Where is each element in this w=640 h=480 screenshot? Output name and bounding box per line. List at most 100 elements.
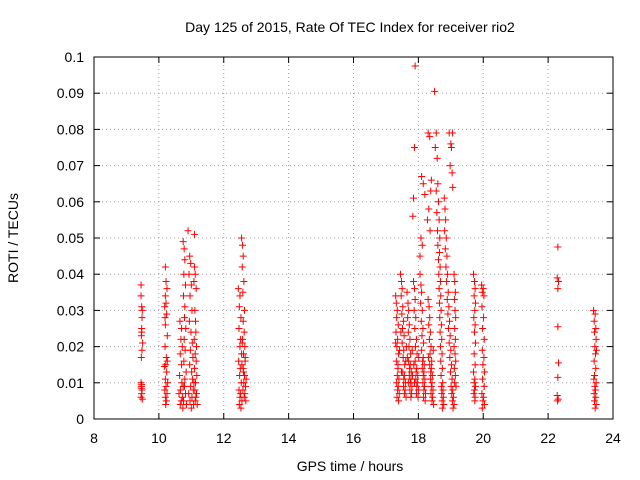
- data-point: [451, 350, 459, 358]
- data-point: [434, 198, 442, 206]
- data-point: [426, 328, 434, 336]
- data-point: [419, 372, 427, 380]
- data-point: [427, 382, 435, 390]
- data-point: [397, 270, 405, 278]
- data-point: [434, 227, 442, 235]
- data-point: [411, 62, 419, 70]
- data-point: [427, 390, 435, 398]
- data-point: [182, 325, 190, 332]
- x-axis-title: GPS time / hours: [297, 458, 404, 474]
- data-point: [417, 317, 425, 325]
- data-point: [448, 129, 456, 137]
- data-point: [418, 241, 426, 249]
- data-point: [411, 343, 419, 351]
- data-point: [393, 379, 401, 387]
- data-point: [439, 386, 447, 394]
- data-point: [553, 274, 561, 282]
- data-point: [392, 357, 400, 365]
- data-point: [437, 357, 445, 365]
- y-tick-label: 0.04: [57, 266, 84, 282]
- data-point: [478, 346, 486, 354]
- data-point: [405, 357, 413, 365]
- data-point: [478, 303, 486, 311]
- data-point: [445, 303, 453, 311]
- y-tick-label: 0.1: [65, 49, 85, 65]
- y-tick-label: 0: [76, 411, 84, 427]
- x-tick-labels: 8 10 12 14 16 18 20 22 24: [90, 430, 621, 446]
- data-point: [412, 390, 420, 398]
- data-point: [241, 382, 249, 390]
- data-point: [186, 252, 194, 260]
- data-point: [480, 314, 488, 322]
- data-point: [448, 390, 456, 398]
- data-point: [235, 401, 243, 409]
- data-point: [479, 285, 487, 293]
- data-point: [471, 397, 479, 405]
- data-point: [398, 339, 406, 347]
- data-point: [403, 288, 411, 296]
- data-point: [471, 285, 479, 293]
- data-point: [192, 317, 200, 325]
- data-point: [188, 368, 196, 376]
- data-point: [138, 346, 146, 354]
- data-point: [188, 339, 196, 347]
- data-point: [406, 386, 414, 394]
- data-point: [181, 281, 189, 289]
- data-point: [446, 162, 454, 170]
- data-point: [426, 361, 434, 369]
- data-point: [591, 386, 599, 394]
- data-point: [591, 397, 599, 405]
- data-point: [180, 397, 188, 405]
- data-point: [470, 390, 478, 398]
- data-point: [444, 310, 452, 318]
- data-point: [240, 379, 248, 387]
- data-point: [592, 401, 600, 409]
- data-point: [592, 393, 600, 401]
- data-point: [425, 335, 433, 343]
- data-point: [240, 393, 248, 401]
- data-point: [438, 390, 446, 398]
- data-point: [407, 350, 415, 358]
- data-point: [478, 390, 486, 398]
- data-point: [239, 317, 247, 325]
- data-point: [428, 397, 436, 405]
- data-point: [437, 372, 445, 380]
- data-point: [160, 363, 168, 371]
- data-point: [185, 317, 193, 325]
- data-point: [161, 386, 169, 394]
- data-point: [446, 368, 454, 376]
- data-point: [433, 154, 441, 162]
- data-point: [591, 328, 599, 336]
- data-point: [437, 321, 445, 329]
- data-point: [421, 191, 429, 199]
- x-tick-label: 18: [411, 430, 427, 446]
- data-point: [449, 404, 457, 412]
- data-point: [394, 361, 402, 369]
- data-point: [239, 241, 247, 249]
- data-point: [424, 129, 432, 137]
- data-point: [399, 317, 407, 325]
- data-point: [239, 386, 247, 394]
- data-point: [452, 382, 460, 390]
- data-point: [237, 404, 245, 412]
- x-tick-label: 12: [216, 430, 232, 446]
- data-point: [178, 379, 186, 387]
- data-point: [447, 140, 455, 148]
- data-point: [404, 299, 412, 307]
- data-point: [395, 350, 403, 358]
- data-point: [186, 361, 194, 369]
- data-point: [239, 252, 247, 260]
- data-point: [241, 390, 249, 398]
- data-point: [438, 404, 446, 412]
- data-point: [187, 281, 195, 289]
- data-point: [398, 310, 406, 318]
- data-point: [137, 292, 145, 300]
- data-point: [418, 306, 426, 314]
- data-point: [241, 353, 249, 361]
- data-point: [417, 234, 425, 242]
- data-point: [162, 299, 170, 307]
- data-point: [428, 357, 436, 365]
- data-point: [424, 296, 432, 304]
- data-point: [445, 325, 453, 332]
